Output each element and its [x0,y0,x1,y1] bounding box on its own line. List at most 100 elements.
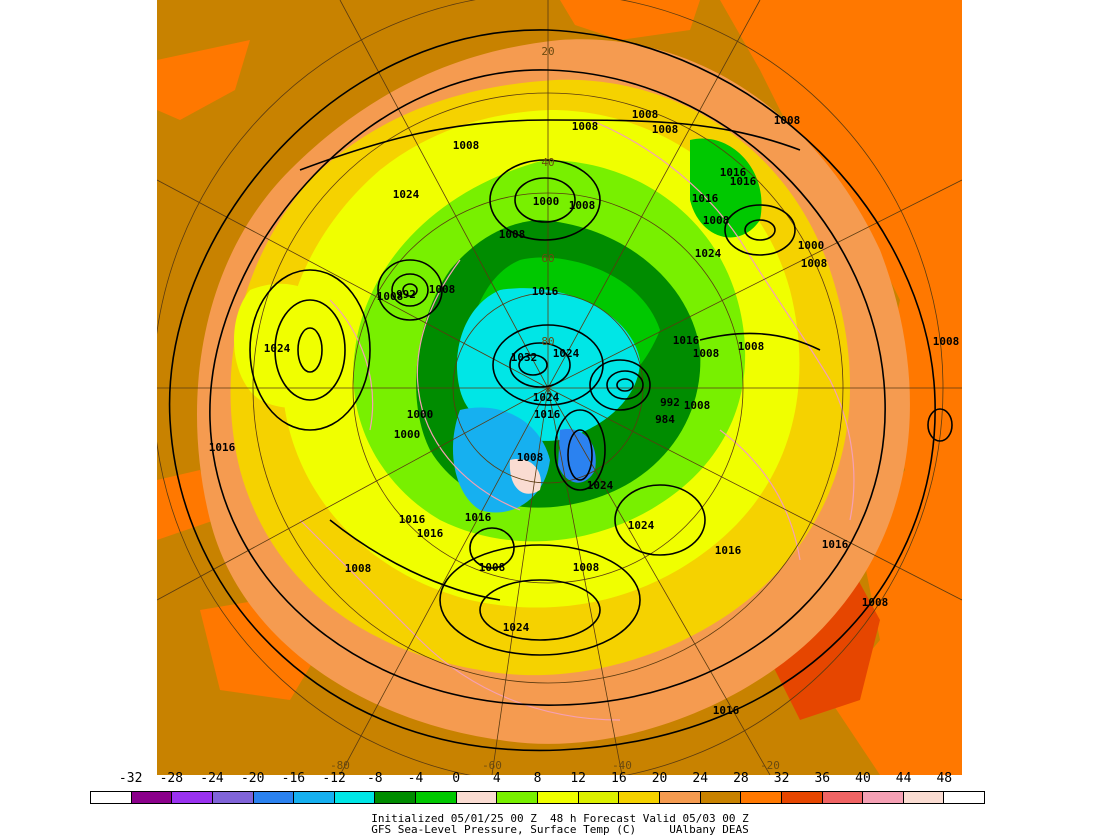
colorbar-cell [212,792,254,803]
isobar-label: 1032 [511,351,538,364]
isobar-label: 1008 [738,340,765,353]
isobar-label: 1000 [533,195,560,208]
isobar-label: 1024 [264,342,291,355]
isobar-label: 1024 [393,188,420,201]
coastlines [299,119,855,721]
isobar-label: 1016 [715,544,742,557]
latlon-label: 20 [541,45,554,58]
isobar-label: 1024 [628,519,655,532]
colorbar-tick-label: 32 [773,771,790,786]
colorbar-cell [538,792,579,803]
isobar-label: 1024 [587,479,614,492]
isobar-label: 1000 [798,239,825,252]
colorbar-tick-label: -20 [240,771,265,786]
isobar-label: 1016 [822,538,849,551]
isobar-label: 1008 [499,228,526,241]
colorbar-labels: -32 -28 -24 -20 -16 -12 -8 -4 0 4 8 12 16 20 24 28 32 36 4… [90,771,985,787]
colorbar-tick-label: 0 [452,771,461,786]
colorbar-tick-label: 12 [570,771,586,786]
colorbar-tick-label: 20 [651,771,668,786]
isobar-label: 1008 [377,290,404,303]
product-info-line: GFS Sea-Level Pressure, Surface Temp (C)… [371,823,749,836]
latlon-label: 60 [541,252,554,265]
isobar-label: 1016 [692,192,719,205]
colorbar-cell [903,792,945,803]
colorbar-tick-label: -8 [366,771,383,786]
isobar-label: 1008 [429,283,456,296]
colorbar-cell [741,792,782,803]
colorbar-tick-label: 44 [895,771,912,786]
latlon-label: 80 [541,335,554,348]
colorbar-cell [91,792,132,803]
colorbar-tick-label: -24 [200,771,224,786]
colorbar-cell [456,792,498,803]
isobar-label: 1008 [801,257,828,270]
isobar-label: 1016 [532,285,559,298]
colorbar-cell [375,792,417,803]
forecast-info-line: Initialized 05/01/25 00 Z 48 h Forecast … [371,812,749,825]
colorbar-tick-label: -12 [322,771,346,786]
colorbar-tick-label: 48 [936,771,953,786]
isobar-label: 1008 [693,347,720,360]
colorbar-cell [781,792,823,803]
temperature-fill-very-cold [452,288,640,513]
latlon-label: -20 [760,759,780,772]
map-panel: 20 40 60 80 -80 -60 -40 -20 1008 1008 1008 1008 100… [157,0,962,775]
colorbar-tick-label: 24 [692,771,709,786]
isobar-label: 992 [660,396,680,409]
isobar-label: 1016 [209,441,236,454]
isobar-label: 1008 [632,108,659,121]
isobar-label: 1016 [713,704,740,717]
isobar-label: 1016 [720,166,747,179]
isobar-label: 1008 [862,596,889,609]
isobar-label: 1008 [573,561,600,574]
latlon-label: -40 [612,759,632,772]
colorbar-cell [700,792,742,803]
isobar-label: 1000 [394,428,421,441]
isobar-label: 1008 [774,114,801,127]
colorbar-cell [863,792,904,803]
colorbar-cell [131,792,173,803]
isobar-label: 1008 [703,214,730,227]
isobar-label: 1024 [533,391,560,404]
colorbar-cell [659,792,701,803]
isobar-label: 1008 [517,451,544,464]
colorbar-cell [294,792,335,803]
colorbar-cell [253,792,295,803]
colorbar-tick-label: 36 [814,771,831,786]
isobar-label: 1008 [479,561,506,574]
isobar-label: 1008 [572,120,599,133]
colorbar-cell [334,792,376,803]
colorbar-tick-label: 28 [733,771,749,786]
latlon-label-group: 20 40 60 80 -80 -60 -40 -20 [330,45,780,772]
isobar-label: 1008 [569,199,596,212]
temperature-pressure-map: 20 40 60 80 -80 -60 -40 -20 1008 1008 1008 1008 100… [157,0,962,775]
isobar-label: 1016 [730,175,757,188]
isobar-label: 1000 [407,408,434,421]
temperature-fill-warm [157,0,962,775]
temperature-colorbar [90,791,985,804]
colorbar-cell [497,792,539,803]
colorbar-tick-label: 4 [492,771,501,786]
colorbar-cell [822,792,864,803]
colorbar-tick-label: -4 [407,771,424,786]
latlon-label: -60 [482,759,502,772]
isobar-label: 1008 [684,399,711,412]
footer: Initialized 05/01/25 00 Z 48 h Forecast … [0,813,1120,835]
isobar-label: 1016 [673,334,700,347]
isobar-label: 1024 [553,347,580,360]
colorbar-tick-label: 16 [611,771,627,786]
isobar-label: 984 [655,413,675,426]
pressure-isobars [168,29,953,752]
isobar-label: 1016 [417,527,444,540]
colorbar-cell [416,792,457,803]
isobar-label: 1008 [933,335,960,348]
colorbar-tick-label: -16 [281,771,306,786]
isobar-label: 1008 [652,123,679,136]
isobar-label: 1016 [465,511,492,524]
colorbar-cell [944,792,985,803]
colorbar-cell [619,792,660,803]
colorbar-tick-label: 8 [533,771,542,786]
colorbar-cell [578,792,620,803]
